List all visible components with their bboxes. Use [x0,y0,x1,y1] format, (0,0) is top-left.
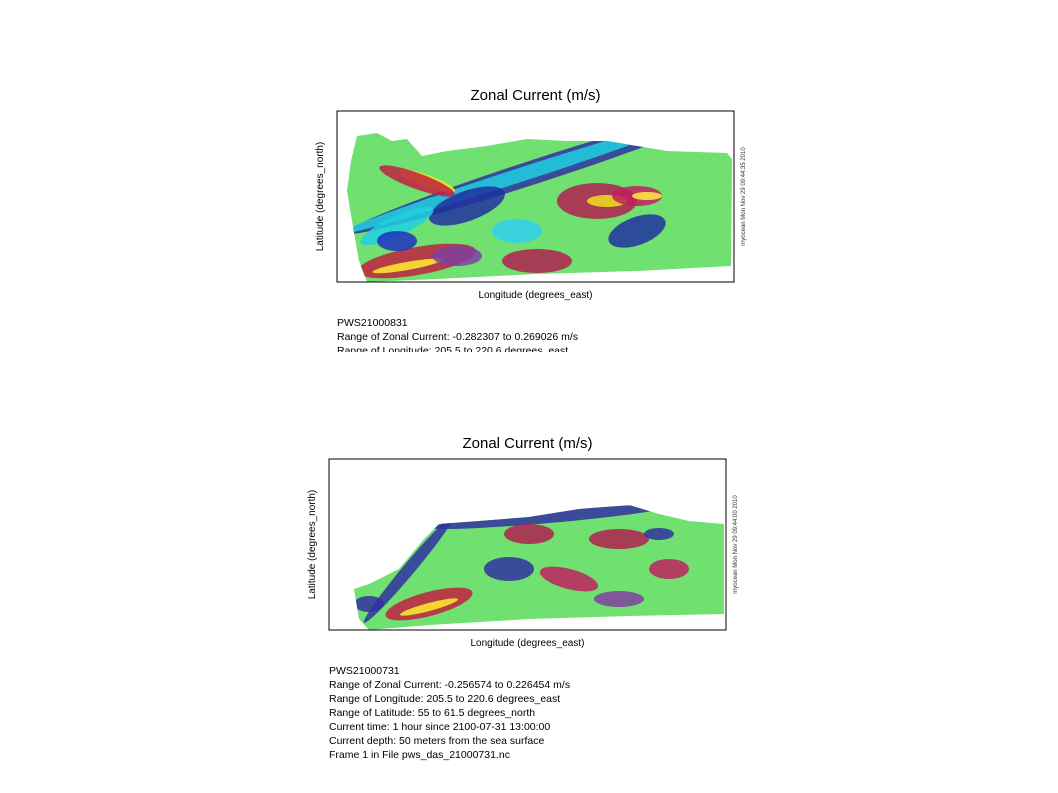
current-blob [539,566,599,592]
current-blob [363,515,455,623]
current-blob [644,528,674,540]
x-axis-label: Longitude (degrees_east) [471,638,585,649]
current-blob [632,192,662,200]
current-blob [400,598,458,616]
timestamp: myocean Mon Nov 29 09:44:35 2010 [741,147,747,246]
current-blob [360,206,434,246]
info-line: Range of Longitude: 205.5 to 220.6 degre… [329,693,560,705]
current-blob [377,231,417,251]
plot-frame [336,110,735,283]
current-blob [484,557,534,581]
current-blob [594,591,644,607]
current-blob [429,186,505,226]
panel-title: Zonal Current (m/s) [462,435,592,452]
current-blob [354,596,384,612]
info-line: PWS21000831 [337,317,408,329]
info-block: PWS21000831 Range of Zonal Current: -0.28… [337,317,578,357]
y-axis-label: Latitude (degrees_north) [315,142,326,252]
current-blob [608,214,666,248]
y-axis-label: Latitude (degrees_north) [307,490,318,600]
info-line: Range of Zonal Current: -0.256574 to 0.2… [329,679,570,691]
info-line: Range of Zonal Current: -0.282307 to 0.2… [337,331,578,343]
info-line: Frame 1 in File pws_das_21000731.nc [329,749,510,761]
current-blob [492,219,542,243]
panel-title: Zonal Current (m/s) [470,87,600,104]
x-axis-label: Longitude (degrees_east) [479,290,593,301]
timestamp: myocean Mon Nov 29 09:44:00 2010 [733,495,739,594]
field [354,505,724,630]
current-blob [379,165,455,197]
current-blob [649,559,689,579]
current-blob [429,505,669,530]
info-line: Current time: 1 hour since 2100-07-31 13… [329,721,550,733]
info-line: Range of Latitude: 55 to 61.5 degrees_no… [329,707,535,719]
current-blob [372,258,442,274]
current-blob [589,529,649,549]
plot-frame [328,458,727,631]
field [347,133,732,282]
current-blob [432,246,482,266]
info-line: Range of Longitude: 205.5 to 220.6 degre… [337,345,568,357]
field-bg [354,505,724,630]
current-blob [502,249,572,273]
info-line: Current depth: 50 meters from the sea su… [329,735,545,747]
info-block: PWS21000731 Range of Zonal Current: -0.25… [329,665,570,761]
current-blob [347,133,698,236]
current-blob [504,524,554,544]
info-line: PWS21000731 [329,665,400,677]
